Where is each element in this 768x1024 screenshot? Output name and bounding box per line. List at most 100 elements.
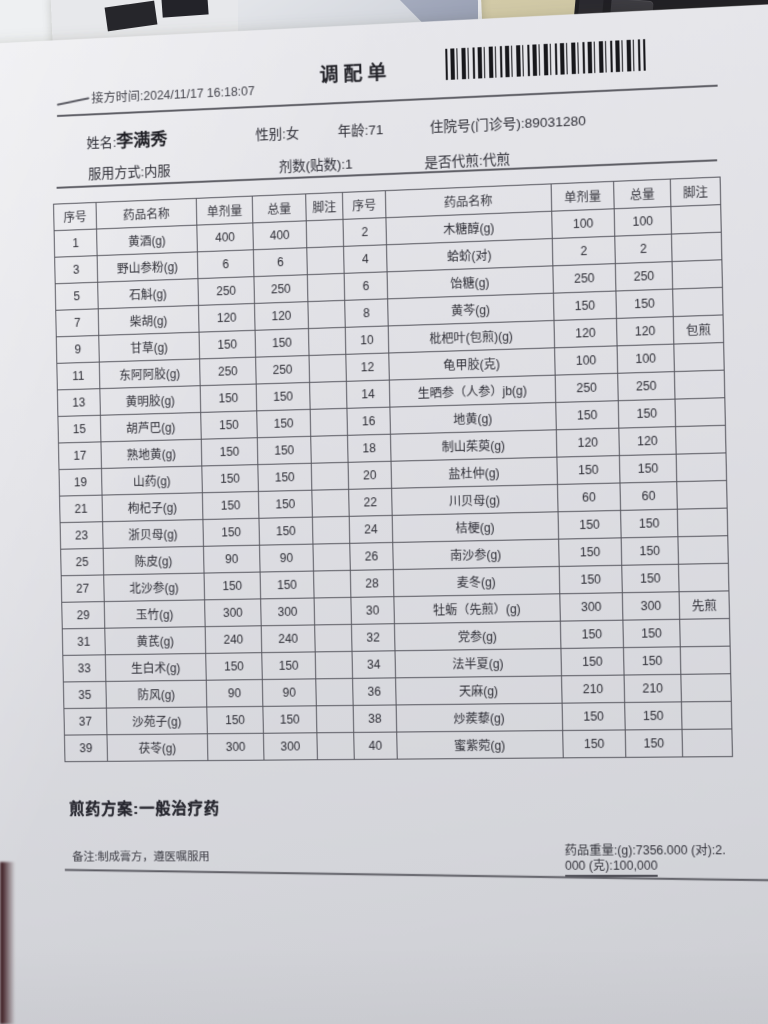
cell-total: 150 [625,729,682,757]
cell-total: 120 [616,317,673,346]
cell-name: 枸杞子(g) [102,493,203,522]
drug-weight-line1: 药品重量:(g):7356.000 (对):2. [565,843,726,858]
cell-seq: 12 [346,353,390,381]
dose-count: 剂数(贴数):1 [279,152,353,175]
cell-total: 150 [619,454,676,483]
cell-seq: 9 [56,335,99,363]
cell-total: 210 [624,674,681,702]
cell-total: 120 [619,427,676,456]
cell-unit-dose: 150 [200,384,257,412]
cell-footnote: 包煎 [673,315,723,344]
cell-total: 6 [253,248,307,277]
cell-seq: 17 [58,442,101,470]
cell-footnote [681,701,731,729]
patient-gender: 性别:女 [255,122,299,144]
cell-name: 胡芦巴(g) [100,412,201,441]
cell-unit-dose: 300 [207,733,264,760]
cell-total: 150 [257,436,311,464]
cell-seq: 29 [62,602,105,629]
cell-seq: 8 [345,299,389,327]
cell-unit-dose: 120 [554,318,617,347]
page-title: 调配单 [281,56,431,90]
cell-seq: 26 [350,542,394,570]
prescription-sheet: 接方时间:2024/11/17 16:18:07 调配单 姓名:李满秀 性别:女… [0,3,768,1024]
column-header: 总量 [252,194,306,223]
cell-unit-dose: 150 [201,411,258,439]
cell-unit-dose: 150 [206,653,263,681]
cell-name: 盐杜仲(g) [391,457,557,488]
cell-unit-dose: 150 [556,401,619,430]
cell-total: 150 [263,706,317,733]
cell-seq: 22 [349,488,393,516]
cell-name: 桔梗(g) [392,512,558,543]
cell-name: 北沙参(g) [104,573,205,601]
cell-total: 300 [261,598,315,626]
cell-unit-dose: 300 [560,593,623,621]
cell-name: 柴胡(g) [98,305,199,335]
cell-unit-dose: 150 [202,491,259,519]
cell-unit-dose: 150 [553,291,616,320]
cell-footnote [306,219,343,247]
cell-unit-dose: 120 [556,428,619,457]
cell-footnote [315,624,352,652]
cell-seq: 5 [55,282,98,310]
cell-unit-dose: 100 [555,346,618,375]
cell-footnote [312,489,349,517]
cell-unit-dose: 150 [559,565,622,594]
column-header: 单剂量 [196,196,253,225]
cell-footnote [310,381,347,409]
cell-seq: 38 [353,705,397,732]
cell-name: 牡蛎（先煎）(g) [394,594,560,624]
cell-total: 150 [623,619,680,647]
cell-footnote: 先煎 [679,591,729,619]
cell-seq: 24 [349,515,393,543]
cell-unit-dose: 2 [552,236,615,266]
cell-seq: 40 [354,732,398,759]
cell-seq: 16 [347,407,391,435]
patient-age: 年龄:71 [337,118,383,140]
cell-seq: 35 [63,681,106,708]
cell-footnote [311,462,348,490]
cell-unit-dose: 120 [198,303,255,332]
cell-name: 浙贝母(g) [103,520,204,549]
cell-seq: 10 [345,326,389,354]
cell-name: 山药(g) [101,466,202,495]
cell-total: 250 [254,275,308,304]
cell-unit-dose: 150 [201,438,258,466]
cell-name: 防风(g) [106,680,207,708]
cell-total: 150 [256,382,310,410]
cell-total: 150 [262,652,316,680]
cell-footnote [672,260,722,289]
cell-footnote [674,370,724,399]
cell-total: 60 [620,482,677,511]
cell-unit-dose: 150 [563,730,626,758]
cell-total: 250 [256,355,310,384]
cell-footnote [676,453,726,482]
cell-footnote [312,516,349,544]
cell-footnote [307,273,344,301]
cell-footnote [676,425,726,454]
cell-total: 100 [617,344,674,373]
drug-weight-line2: 000 (克):100,000 [565,858,658,876]
cell-unit-dose: 60 [557,483,620,512]
cell-name: 蜜紫菀(g) [397,731,564,760]
cell-unit-dose: 250 [200,357,257,386]
cell-unit-dose: 300 [205,599,262,627]
cell-seq: 2 [343,218,387,247]
cell-name: 麦冬(g) [393,566,559,596]
cell-name: 陈皮(g) [103,546,204,575]
cell-name: 野山参粉(g) [97,252,198,282]
cell-seq: 32 [351,624,395,652]
cell-total: 150 [258,490,312,518]
cell-name: 茯苓(g) [107,734,208,762]
cell-unit-dose: 240 [205,626,262,654]
cell-footnote [678,536,728,565]
cell-total: 90 [262,679,316,707]
cell-footnote [680,646,730,674]
cell-unit-dose: 150 [561,648,624,676]
cell-total: 2 [615,234,672,264]
cell-footnote [677,480,727,509]
cell-total: 150 [259,517,313,545]
cell-name: 熟地黄(g) [101,439,202,468]
cell-name: 东阿阿胶(g) [99,359,200,389]
